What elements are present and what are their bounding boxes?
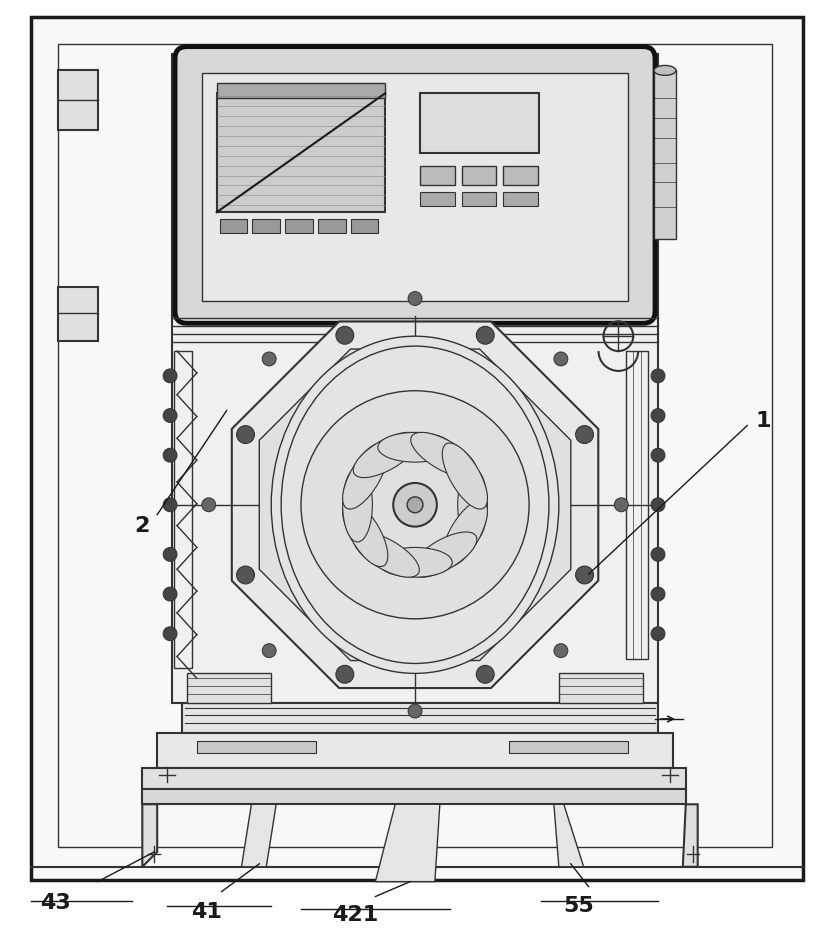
Ellipse shape [458, 468, 487, 542]
Bar [58, 71, 97, 131]
Polygon shape [241, 805, 276, 867]
Circle shape [163, 548, 177, 561]
Circle shape [336, 665, 354, 684]
Polygon shape [232, 322, 598, 689]
Bar [187, 674, 271, 703]
Ellipse shape [354, 432, 419, 478]
Bar [142, 790, 685, 805]
Bar [654, 71, 676, 239]
Bar [58, 288, 97, 342]
Circle shape [407, 497, 423, 513]
Polygon shape [142, 805, 157, 867]
Circle shape [163, 409, 177, 423]
Bar [420, 166, 454, 187]
Bar [220, 220, 248, 234]
Bar [252, 220, 281, 234]
Circle shape [651, 548, 665, 561]
Polygon shape [375, 805, 440, 882]
Circle shape [476, 665, 494, 684]
Ellipse shape [411, 533, 477, 577]
Bar [462, 193, 496, 207]
Text: 43: 43 [39, 892, 71, 911]
Ellipse shape [654, 67, 676, 76]
Circle shape [163, 498, 177, 512]
Circle shape [575, 566, 594, 585]
Bar [509, 741, 628, 753]
Bar [172, 317, 658, 703]
Circle shape [408, 292, 422, 306]
Ellipse shape [343, 501, 388, 567]
Circle shape [651, 627, 665, 641]
Text: 421: 421 [333, 905, 379, 924]
Ellipse shape [411, 432, 477, 478]
Bar [633, 352, 641, 659]
Circle shape [202, 498, 216, 512]
Circle shape [262, 644, 276, 658]
Bar [285, 220, 312, 234]
Bar [217, 94, 386, 213]
Bar [503, 166, 538, 187]
Circle shape [651, 449, 665, 463]
Bar [318, 220, 345, 234]
Bar [197, 741, 316, 753]
Circle shape [651, 409, 665, 423]
Text: 41: 41 [192, 901, 223, 922]
Bar [217, 84, 386, 99]
Circle shape [476, 327, 494, 345]
Bar [350, 220, 378, 234]
Circle shape [554, 353, 568, 367]
Bar [174, 352, 192, 669]
Ellipse shape [378, 433, 452, 463]
Circle shape [163, 587, 177, 601]
Polygon shape [683, 805, 698, 867]
Circle shape [163, 369, 177, 383]
Bar [142, 767, 685, 790]
FancyBboxPatch shape [175, 47, 655, 324]
Circle shape [575, 426, 594, 444]
Circle shape [262, 353, 276, 367]
Ellipse shape [343, 444, 388, 509]
Circle shape [237, 566, 255, 585]
Circle shape [614, 498, 628, 512]
Bar [627, 352, 648, 659]
Ellipse shape [442, 501, 487, 567]
Text: 2: 2 [134, 515, 150, 535]
Bar [157, 733, 673, 767]
Circle shape [393, 483, 437, 527]
Circle shape [651, 369, 665, 383]
Bar [503, 193, 538, 207]
Bar [182, 703, 658, 733]
Circle shape [301, 392, 529, 619]
Circle shape [163, 627, 177, 641]
Circle shape [163, 449, 177, 463]
Circle shape [651, 498, 665, 512]
Bar [58, 45, 772, 847]
Ellipse shape [442, 444, 487, 509]
Bar [462, 166, 496, 187]
Ellipse shape [354, 533, 419, 577]
Bar [202, 74, 628, 303]
Circle shape [408, 704, 422, 718]
Bar [420, 94, 539, 153]
Bar [420, 193, 454, 207]
Ellipse shape [343, 468, 372, 542]
Bar [172, 55, 658, 317]
Polygon shape [554, 805, 584, 867]
Ellipse shape [271, 337, 559, 674]
Ellipse shape [378, 548, 452, 577]
Circle shape [336, 327, 354, 345]
Bar [559, 674, 643, 703]
Circle shape [651, 587, 665, 601]
Circle shape [237, 426, 255, 444]
Circle shape [554, 644, 568, 658]
Text: 1: 1 [755, 411, 771, 431]
Polygon shape [260, 350, 571, 661]
Text: 55: 55 [564, 895, 594, 915]
